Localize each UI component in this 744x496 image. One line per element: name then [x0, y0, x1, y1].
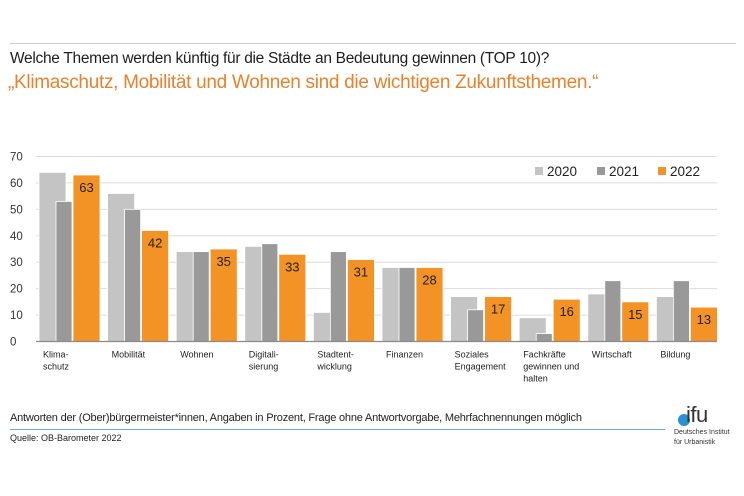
logo-line-2: für Urbanistik: [674, 439, 716, 446]
legend-label-2021: 2021: [609, 164, 639, 179]
x-tick-label-line: Fachkräfte: [523, 350, 566, 360]
x-tick-label-line: Finanzen: [386, 350, 423, 360]
y-tick-label: 70: [10, 152, 23, 164]
y-tick-label: 20: [10, 284, 23, 296]
x-tick-label-line: Wohnen: [180, 350, 213, 360]
x-tick-label-line: Engagement: [455, 362, 507, 372]
y-tick-label: 40: [10, 231, 23, 243]
data-label: 42: [148, 236, 162, 251]
x-tick-label: Finanzen: [386, 350, 423, 360]
bar-2022: [141, 230, 170, 342]
x-tick-label-line: halten: [523, 374, 548, 384]
top-divider: [10, 43, 736, 44]
x-tick-label: Soziales Engagement: [455, 350, 507, 372]
source-note: Quelle: OB-Barometer 2022: [10, 433, 122, 443]
data-label: 31: [354, 265, 368, 280]
legend-swatch-2022: [658, 167, 666, 175]
bar-2022: [690, 306, 718, 342]
bar-2022: [72, 174, 101, 342]
logo-line-1: Deutsches Institut: [674, 429, 730, 436]
y-tick-label: 50: [10, 204, 23, 216]
bar-2021: [467, 309, 485, 342]
y-tick-label: 30: [10, 257, 23, 269]
x-tick-label-line: Klima-: [43, 350, 69, 360]
x-tick-label-line: Stadtent-: [317, 350, 354, 360]
x-tick-label: Wirtschaft: [592, 350, 633, 360]
legend-label-2022: 2022: [670, 164, 700, 179]
bar-2021: [535, 333, 553, 342]
data-label: 28: [422, 273, 436, 288]
y-tick-label: 0: [10, 337, 16, 349]
x-tick-label-line: Wirtschaft: [592, 350, 633, 360]
bar-2021: [329, 251, 347, 342]
bar-2021: [55, 201, 73, 342]
bar-2021: [673, 280, 690, 342]
x-tick-label-line: Mobilität: [112, 350, 146, 360]
data-label: 33: [285, 259, 299, 274]
bar-2021: [124, 208, 141, 342]
chart-title: Welche Themen werden künftig für die Stä…: [10, 50, 550, 67]
legend: 2020 2021 2022: [535, 164, 700, 179]
footnote: Antworten der (Ober)bürgermeister*innen,…: [10, 412, 582, 424]
legend-label-2020: 2020: [547, 164, 577, 179]
data-labels: 63 42 35 33 31 28 17 16 15 13: [79, 180, 711, 327]
logo-dot-icon: [678, 414, 690, 426]
x-tick-label: Klima-schutz: [43, 350, 70, 372]
bars: [38, 171, 718, 342]
data-label: 63: [79, 180, 93, 195]
x-tick-label-line: sierung: [249, 362, 279, 372]
footer-divider: [10, 429, 665, 430]
data-label: 15: [628, 307, 642, 322]
legend-swatch-2021: [597, 167, 605, 175]
bar-2021: [261, 243, 279, 342]
y-axis: 0 10 20 30 40 50 60 70: [10, 152, 23, 349]
x-tick-label: Digitali-sierung: [249, 350, 279, 372]
x-tick-label: Fachkräfte gewinnen und halten: [523, 350, 579, 384]
x-tick-label: Mobilität: [112, 350, 146, 360]
x-tick-label: Stadtent-wicklung: [316, 350, 354, 372]
bar-2022: [484, 296, 513, 342]
x-tick-label-line: gewinnen und: [523, 362, 579, 372]
chart-subtitle: „Klimaschutz, Mobilität und Wohnen sind …: [8, 72, 599, 93]
x-tick-label-line: schutz: [43, 362, 70, 372]
logo-wordmark: ifu: [686, 402, 708, 427]
bar-2022: [278, 253, 307, 342]
x-tick-label-line: wicklung: [316, 362, 352, 372]
data-label: 16: [559, 304, 573, 319]
y-tick-label: 60: [10, 178, 23, 190]
bar-2022: [209, 248, 238, 342]
bar-2021: [192, 251, 210, 342]
x-tick-label-line: Soziales: [455, 350, 490, 360]
bar-chart: 0 10 20 30 40 50 60 70 63 42 35 33 31 28 17 16 15 13 Kli…: [10, 152, 718, 384]
x-tick-label: Bildung: [660, 350, 690, 360]
data-label: 17: [491, 302, 505, 317]
x-tick-label-line: Digitali-: [249, 350, 279, 360]
data-label: 35: [216, 254, 230, 269]
y-tick-label: 10: [10, 310, 23, 322]
x-axis: Klima-schutz Mobilität Wohnen Digitali-sier…: [36, 340, 717, 384]
bar-2021: [604, 280, 622, 342]
bar-2022: [552, 298, 581, 342]
x-tick-label-line: Bildung: [660, 350, 690, 360]
legend-swatch-2020: [535, 167, 543, 175]
bar-2022: [415, 267, 444, 342]
x-tick-label: Wohnen: [180, 350, 213, 360]
difu-logo: ifu Deutsches Institut für Urbanistik: [674, 402, 740, 447]
data-label: 13: [697, 312, 711, 327]
bar-2021: [398, 267, 416, 342]
